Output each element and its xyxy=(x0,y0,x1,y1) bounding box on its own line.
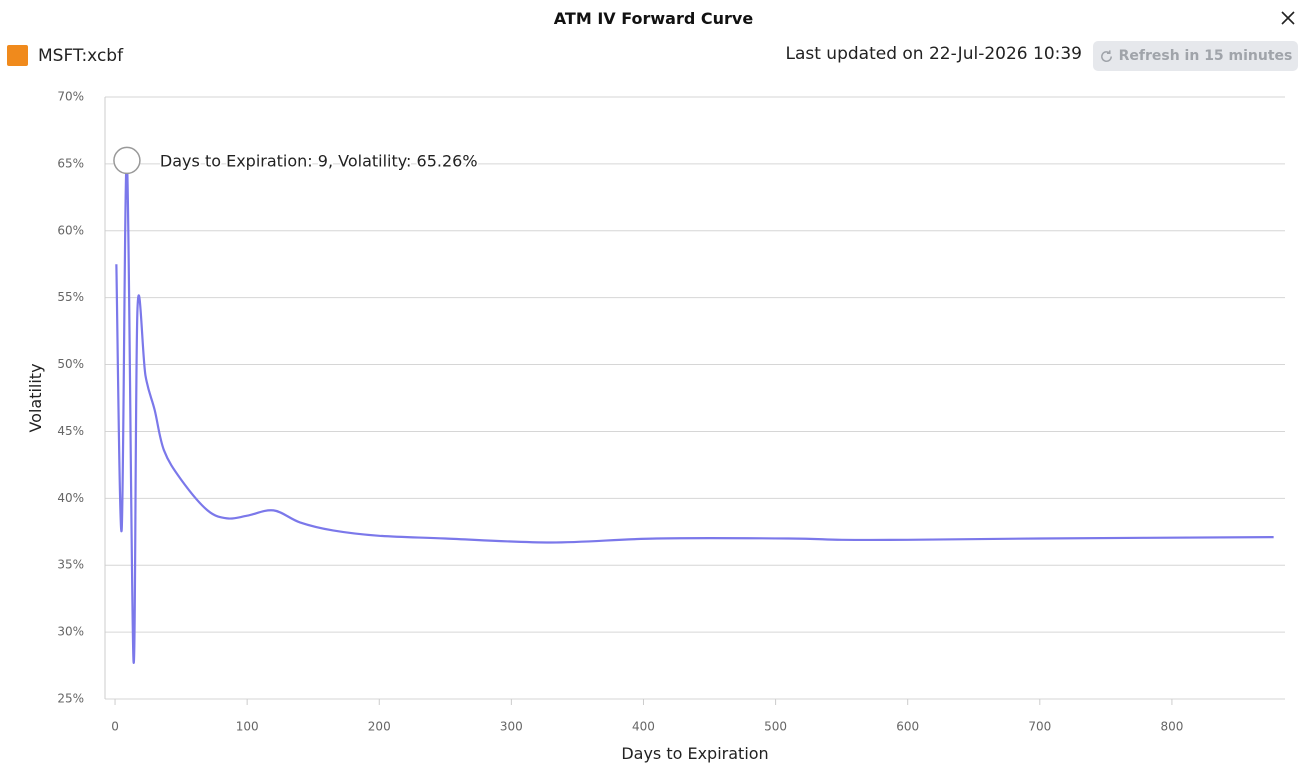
y-tick-label: 40% xyxy=(57,491,84,505)
x-axis-title: Days to Expiration xyxy=(621,744,768,763)
y-tick-label: 65% xyxy=(57,156,84,170)
refresh-label: Refresh in 15 minutes xyxy=(1118,48,1293,64)
refresh-button[interactable]: Refresh in 15 minutes xyxy=(1093,41,1298,71)
refresh-icon xyxy=(1100,49,1112,62)
y-tick-label: 70% xyxy=(57,90,84,104)
y-tick-label: 60% xyxy=(57,223,84,237)
x-tick-label: 400 xyxy=(632,720,655,734)
y-tick-label: 45% xyxy=(57,424,84,438)
dialog-title: ATM IV Forward Curve xyxy=(553,9,754,28)
x-tick-label: 300 xyxy=(500,720,523,734)
x-tick-label: 100 xyxy=(236,720,259,734)
exchange-logo xyxy=(7,45,28,66)
tooltip: Days to Expiration: 9, Volatility: 65.26… xyxy=(160,151,478,170)
x-tick-label: 700 xyxy=(1028,720,1051,734)
y-tick-label: 55% xyxy=(57,290,84,304)
x-tick-label: 600 xyxy=(896,720,919,734)
volatility-line xyxy=(115,158,1274,664)
x-tick-label: 0 xyxy=(111,720,119,734)
symbol: MSFT:xcbf xyxy=(38,46,124,66)
hover-marker xyxy=(113,146,141,175)
y-tick-label: 50% xyxy=(57,357,84,371)
x-tick-label: 500 xyxy=(764,720,787,734)
last-updated: Last updated on 22-Jul-2026 10:39 xyxy=(785,44,1082,64)
x-tick-label: 200 xyxy=(368,720,391,734)
y-tick-label: 35% xyxy=(57,558,84,572)
y-tick-label: 30% xyxy=(57,625,84,639)
close-button[interactable] xyxy=(1278,8,1298,28)
x-tick-label: 800 xyxy=(1160,720,1183,734)
y-tick-label: 25% xyxy=(57,692,84,706)
y-axis-title: Volatility xyxy=(26,363,45,432)
